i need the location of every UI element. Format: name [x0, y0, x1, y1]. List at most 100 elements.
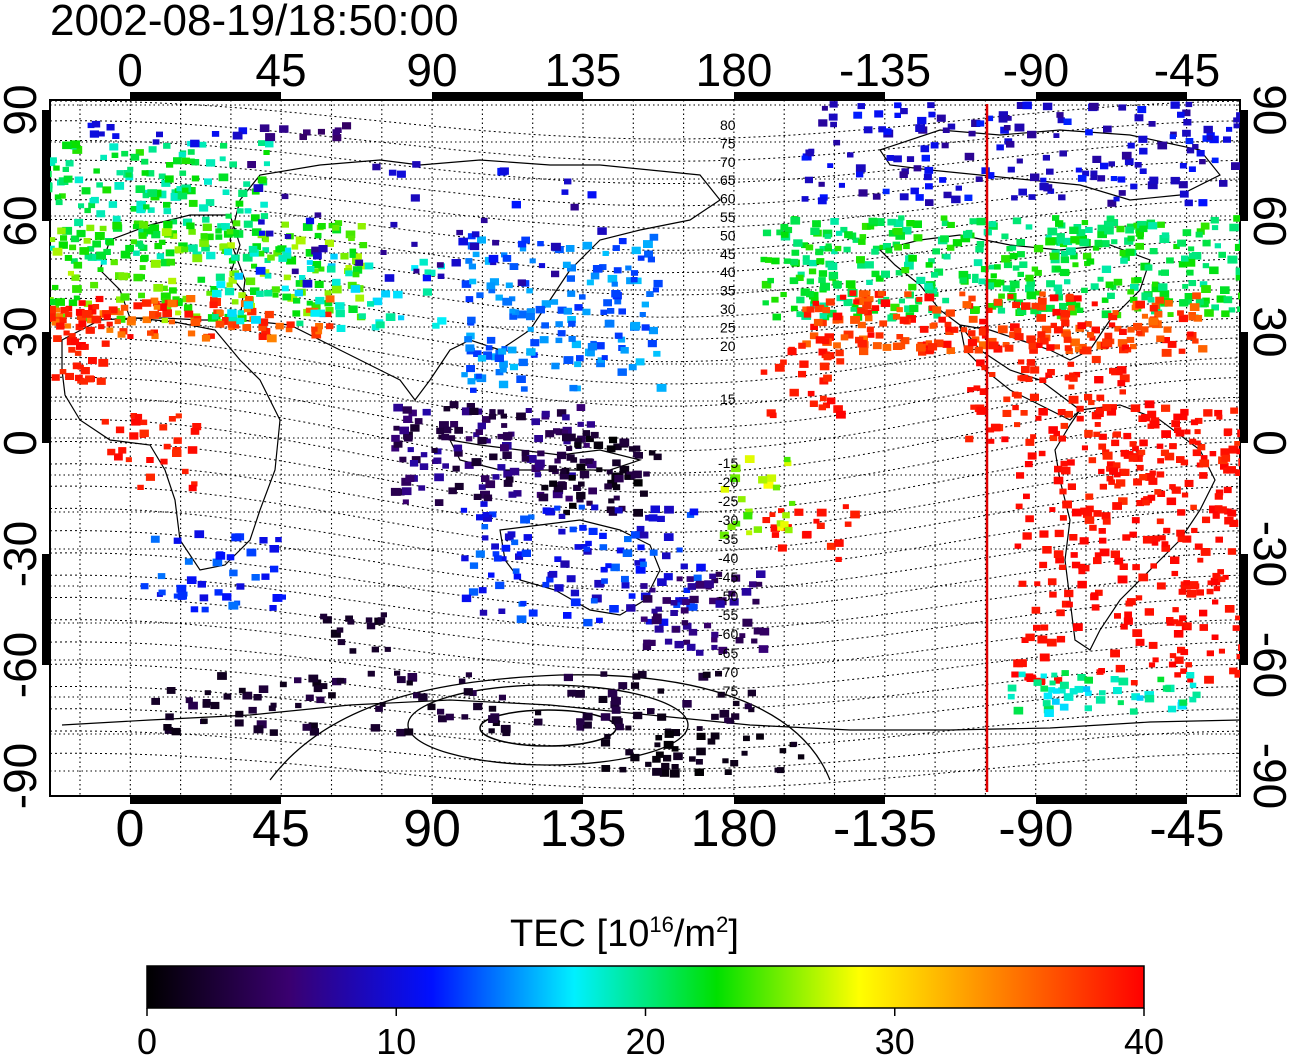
tec-cell [1156, 518, 1164, 525]
tec-cell [820, 282, 830, 291]
tec-cell [1169, 484, 1176, 490]
tec-cell [294, 677, 302, 684]
tec-cell [1070, 552, 1078, 558]
lon-tick-label: 45 [252, 800, 310, 858]
tec-cell [780, 223, 789, 231]
tec-cell [976, 120, 985, 127]
tec-cell [83, 238, 91, 244]
tec-cell [607, 689, 618, 698]
tec-cell [1211, 304, 1219, 311]
tec-cell [1067, 483, 1076, 490]
tec-cell [271, 286, 280, 293]
tec-cell [103, 314, 111, 320]
tec-cell [73, 295, 80, 301]
tec-cell [98, 131, 105, 137]
tec-cell [849, 290, 857, 296]
colorbar-tick-label: 10 [376, 1021, 416, 1057]
tec-cell [1149, 470, 1156, 476]
tec-cell [1072, 262, 1079, 268]
tec-cell [625, 265, 632, 271]
tec-cell [114, 319, 121, 325]
tec-cell [1025, 515, 1034, 523]
tec-cell [824, 245, 832, 252]
tec-cell [1227, 509, 1237, 517]
tec-cell [500, 724, 511, 733]
tec-cell [818, 119, 828, 127]
tec-cell [586, 279, 594, 286]
tec-cell [916, 296, 923, 302]
tec-cell [570, 589, 580, 597]
tec-cell [659, 618, 669, 626]
tec-cell [1142, 535, 1153, 544]
tec-cell [526, 288, 533, 294]
tec-cell [1119, 389, 1126, 395]
tec-cell [59, 317, 67, 324]
tec-cell [565, 495, 573, 502]
tec-cell [835, 230, 843, 236]
tec-cell [1079, 537, 1089, 545]
tec-cell [781, 231, 789, 238]
contour-label: 45 [720, 246, 736, 262]
tec-cell [803, 311, 812, 318]
tec-cell [215, 273, 225, 281]
tec-cell [443, 406, 451, 412]
tec-cell [1161, 544, 1171, 552]
tec-cell [258, 685, 269, 693]
tec-cell [918, 349, 927, 356]
tec-cell [170, 219, 178, 225]
tec-cell [826, 397, 836, 405]
tec-data-cells [50, 101, 1240, 778]
frame-bar-right [1240, 554, 1248, 665]
tec-cell [1068, 305, 1075, 311]
tec-cell [1129, 531, 1137, 538]
tec-cell [829, 101, 838, 108]
tec-cell [598, 695, 608, 703]
tec-cell [204, 178, 212, 185]
tec-cell [996, 144, 1004, 151]
tec-cell [88, 308, 97, 315]
tec-cell [1180, 649, 1189, 656]
tec-cell [1113, 312, 1122, 319]
tec-cell [887, 314, 897, 322]
tec-cell [1167, 705, 1177, 713]
tec-cell [413, 692, 421, 699]
tec-cell [151, 333, 159, 339]
tec-cell [671, 729, 680, 737]
tec-cell [1081, 220, 1089, 226]
tec-cell [653, 453, 662, 461]
tec-cell [1181, 255, 1189, 262]
tec-cell [473, 702, 483, 711]
tec-cell [313, 685, 323, 693]
tec-cell [818, 270, 828, 277]
tec-cell [220, 243, 228, 250]
tec-cell [1135, 595, 1143, 601]
tec-cell [407, 673, 418, 681]
tec-cell [498, 694, 506, 701]
tec-cell [182, 468, 189, 475]
tec-cell [530, 339, 540, 347]
tec-cell [599, 544, 608, 551]
contour-labels: 8075706560555045403530252015-15-20-25-30… [718, 117, 738, 699]
tec-cell [1049, 591, 1057, 598]
tec-cell [872, 193, 881, 200]
tec-cell [488, 705, 497, 712]
tec-cell [652, 767, 662, 776]
tec-cell [647, 340, 657, 348]
tec-cell [228, 314, 238, 322]
tec-cell [1206, 588, 1214, 595]
tec-cell [1030, 434, 1037, 439]
tec-cell [1147, 297, 1155, 303]
tec-cell [438, 715, 447, 723]
tec-cell [101, 418, 109, 425]
tec-cell [795, 274, 804, 281]
tec-cell [968, 130, 976, 137]
frame-tick-bars [42, 92, 1248, 804]
tec-cell [243, 301, 254, 309]
tec-cell [844, 231, 853, 239]
tec-cell [103, 248, 111, 255]
tec-cell [570, 598, 581, 607]
tec-cell [1039, 291, 1046, 297]
tec-cell [1091, 301, 1098, 307]
tec-cell [1139, 168, 1147, 174]
tec-cell [1070, 338, 1080, 347]
